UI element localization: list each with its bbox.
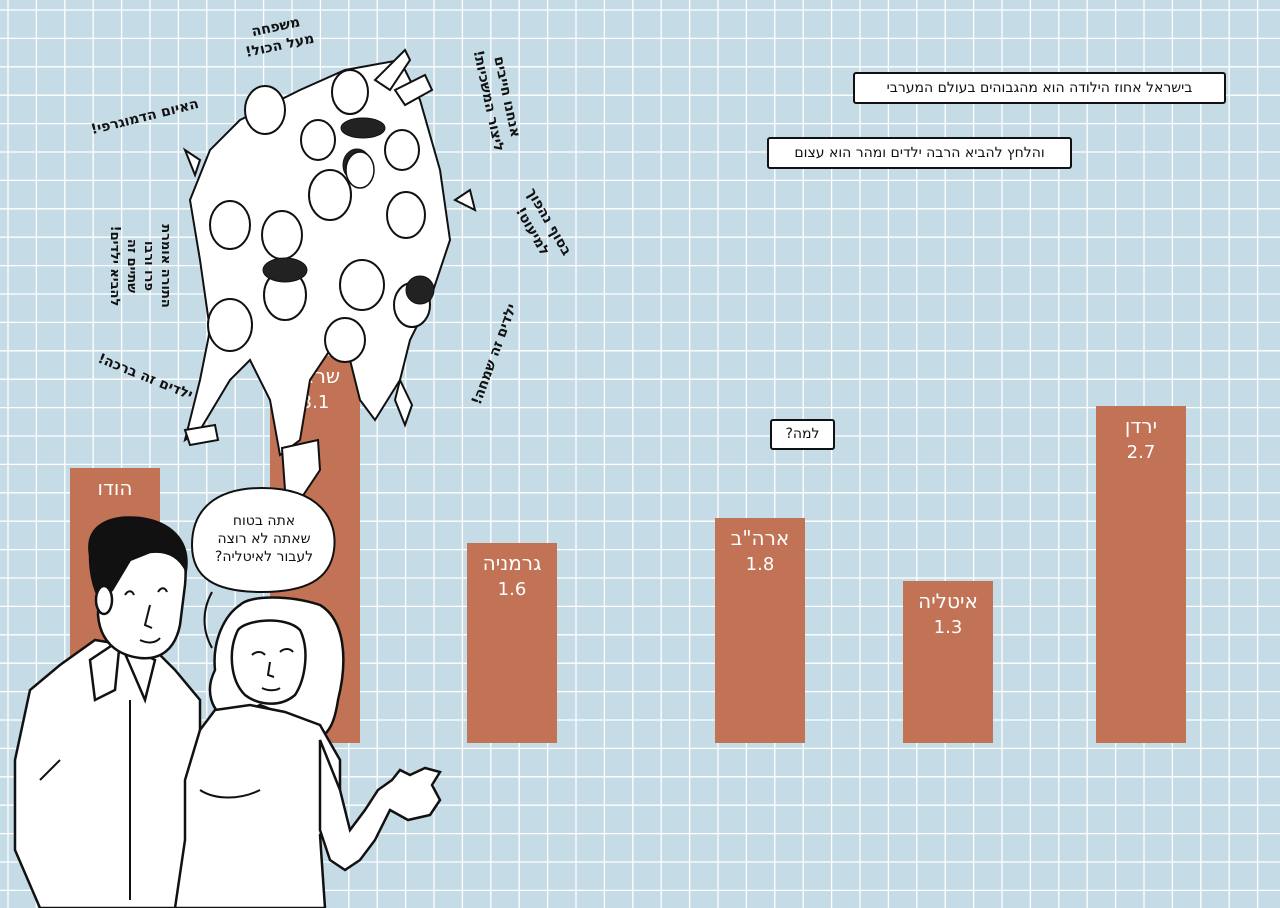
caption-why: למה? (770, 419, 835, 450)
man-icon (13, 516, 202, 908)
speech-bubble-text: אתה בטוח שאתה לא רוצה לעבור לאיטליה? (214, 513, 314, 565)
bar-value-usa: 1.8 (745, 554, 775, 575)
woman-icon (173, 596, 442, 908)
bar-label-usa: ארה"ב (730, 526, 790, 550)
bar-label-india: הודו (97, 476, 133, 500)
bar-label-italy: איטליה (918, 588, 978, 613)
caption-second: והלחץ להביא הרבה ילדים ומהר הוא עצום (767, 137, 1072, 169)
bar-value-germany: 1.6 (497, 579, 527, 600)
bar-usa: ארה"ב 1.8 (715, 518, 805, 743)
bar-value-italy: 1.3 (933, 616, 963, 638)
bar-label-germany: גרמניה (482, 551, 542, 575)
bar-italy: איטליה 1.3 (903, 580, 993, 743)
bar-value-jordan: 2.7 (1126, 441, 1156, 463)
caption-top: בישראל אחוז הילודה הוא מהגבוהים בעולם המ… (853, 72, 1226, 104)
bar-germany: גרמניה 1.6 (467, 543, 557, 743)
bar-label-jordan: ירדן (1124, 413, 1158, 438)
bar-jordan: ירדן 2.7 (1096, 405, 1186, 743)
